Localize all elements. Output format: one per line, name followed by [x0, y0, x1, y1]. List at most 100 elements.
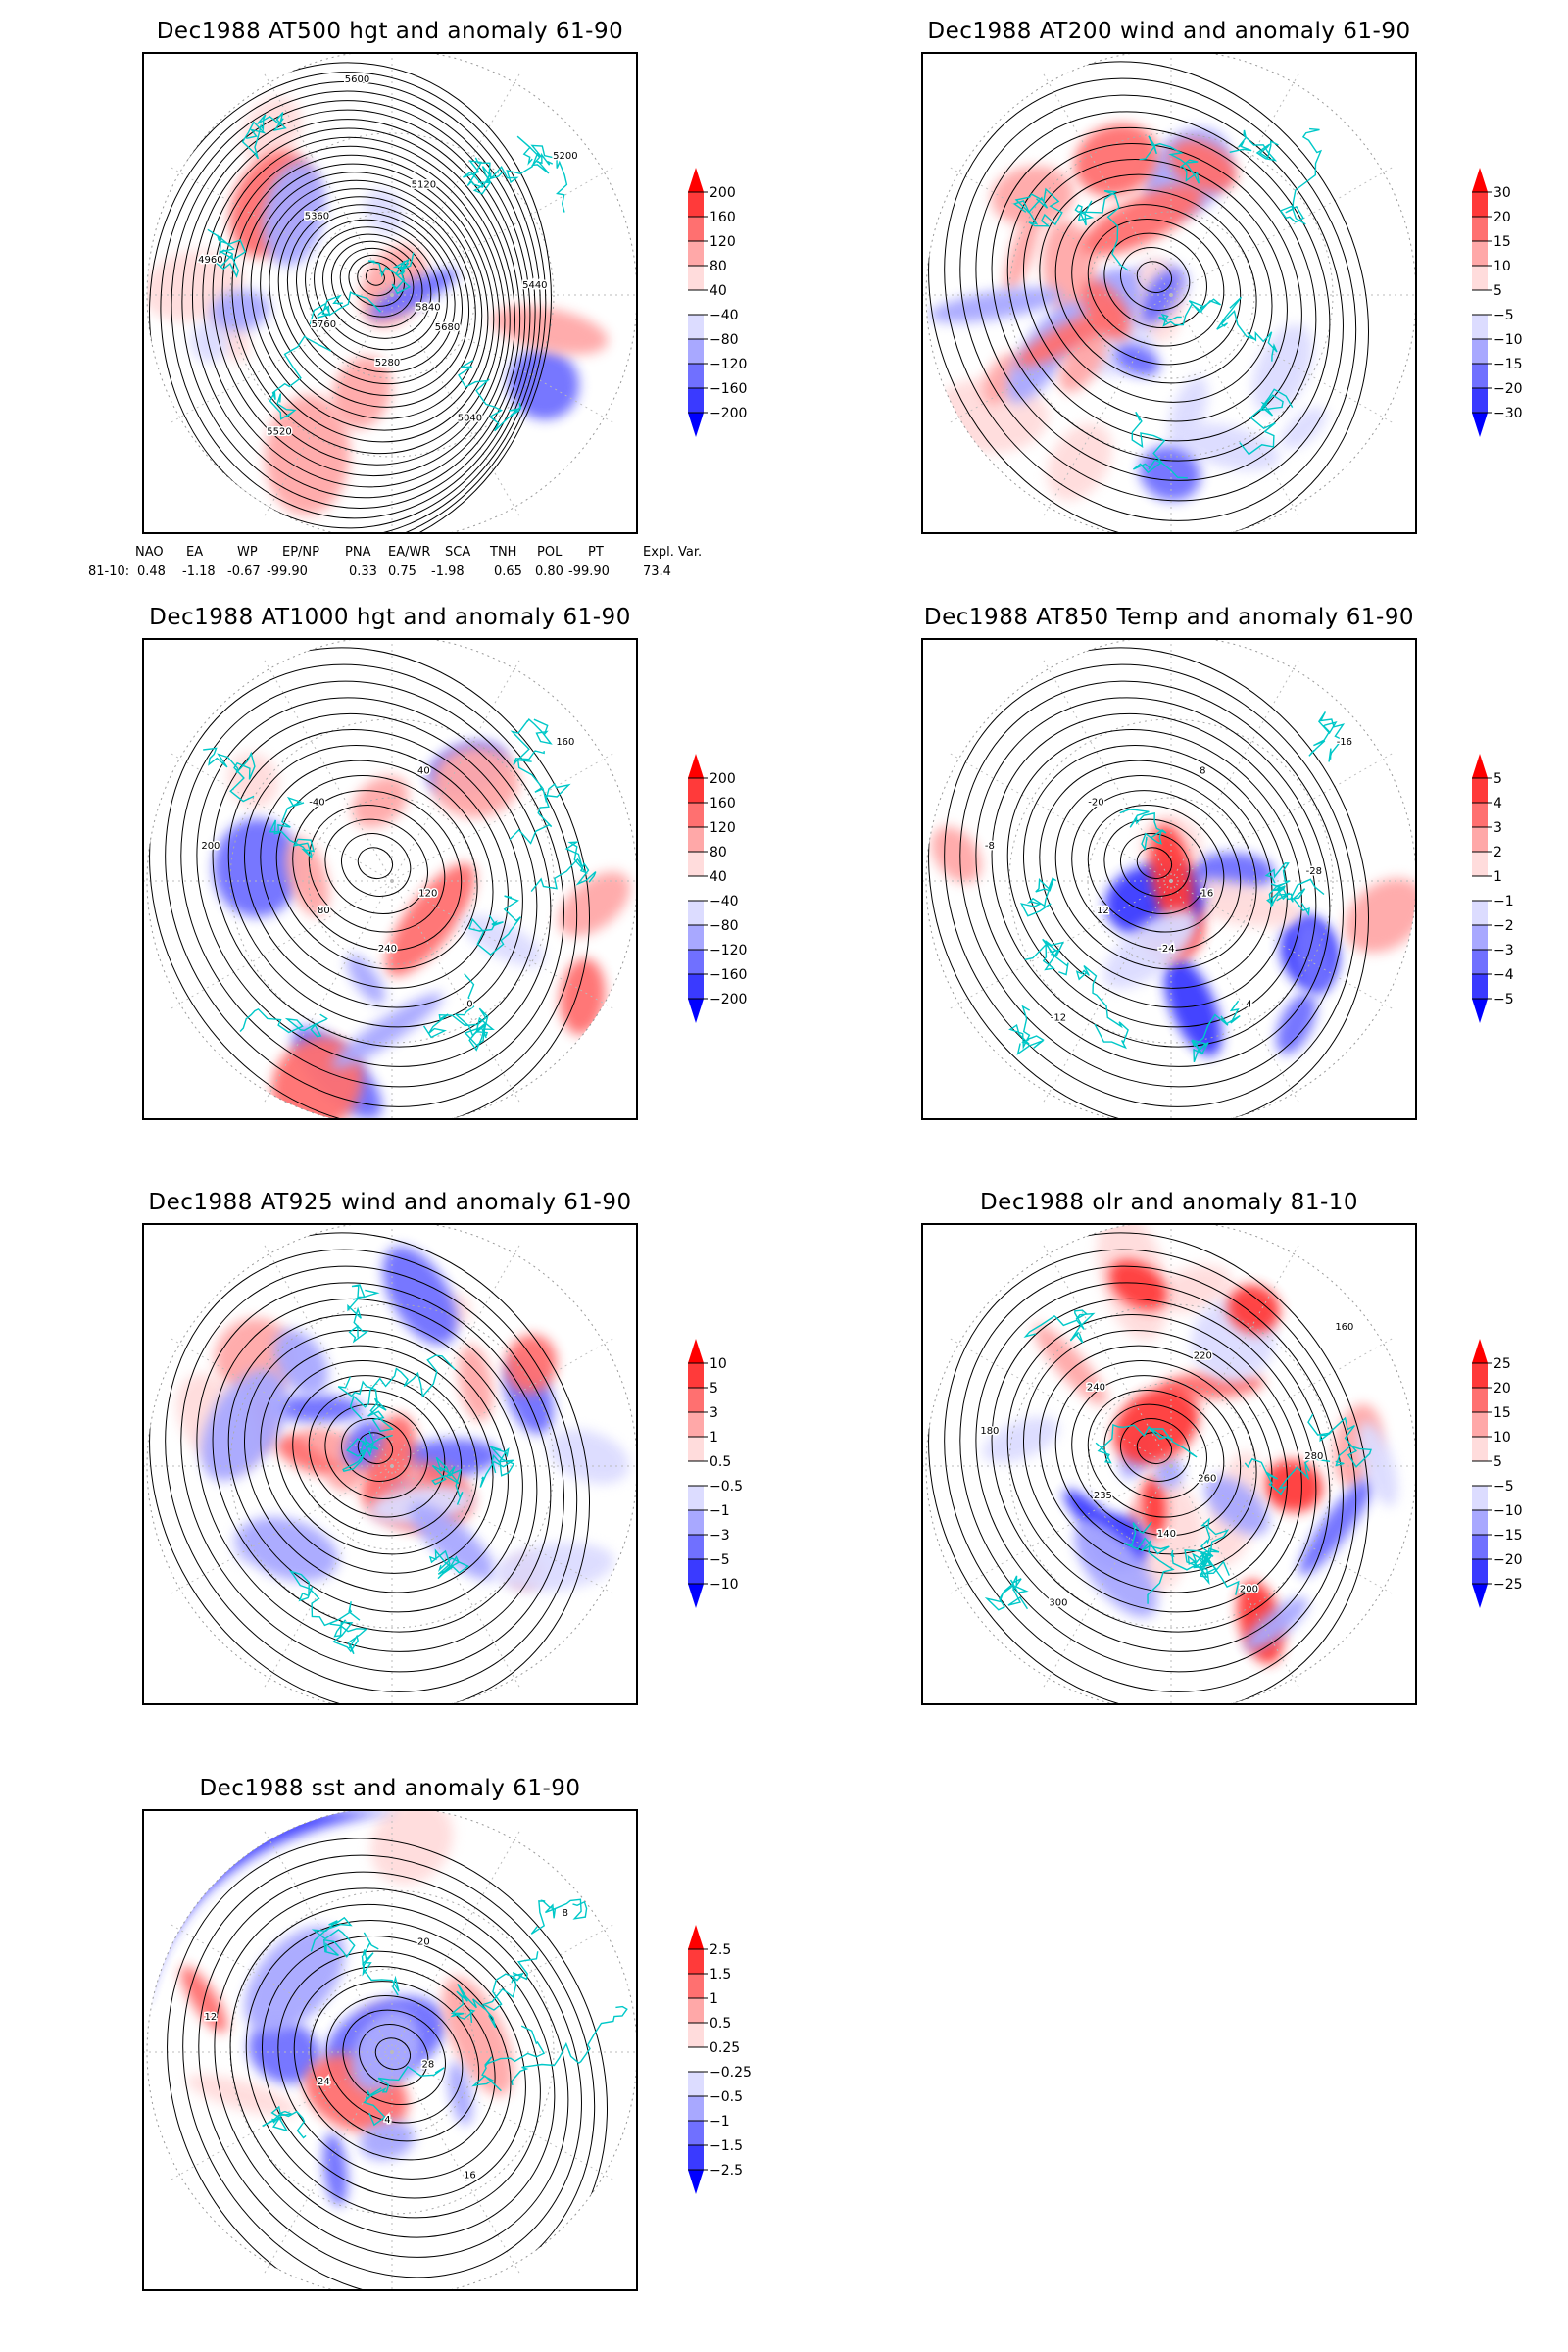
- chart-title: Dec1988 olr and anomaly 81-10: [979, 1190, 1359, 1215]
- contour-label: 16: [464, 2170, 476, 2180]
- coastline: [1216, 296, 1278, 362]
- colorbar-label: 0.5: [710, 1454, 731, 1470]
- contour-line: [944, 1249, 1357, 1692]
- meridian-line: [171, 167, 393, 296]
- contour-label: 5600: [345, 74, 369, 85]
- colorbar-segment: [688, 803, 704, 827]
- coastline: [241, 112, 287, 160]
- contour-label: 80: [318, 906, 330, 916]
- meridian-line: [264, 660, 393, 882]
- anomaly-blob: [1081, 184, 1203, 256]
- coastline: [468, 895, 521, 956]
- colorbar-label: 80: [710, 259, 727, 274]
- anomaly-blob: [382, 1247, 458, 1346]
- colorbar-label: −2.5: [710, 2163, 743, 2179]
- contour-label: 12: [1097, 906, 1109, 916]
- colorbar-arrow-up: [688, 1925, 704, 1949]
- colorbar-label: 20: [1494, 1381, 1511, 1396]
- anomaly-blob: [328, 1466, 363, 1492]
- contour-line: [212, 712, 538, 1048]
- colorbar-label: −80: [710, 332, 739, 348]
- index-header: EA: [186, 545, 204, 560]
- coastline: [458, 359, 521, 432]
- chart-title: Dec1988 AT850 Temp and anomaly 61-90: [923, 605, 1415, 630]
- contour-line: [192, 119, 521, 499]
- anomaly-blob: [410, 1502, 496, 1580]
- colorbar-label: −1.5: [710, 2138, 743, 2154]
- coastline: [349, 1354, 456, 1420]
- contour-label: 300: [1049, 1597, 1067, 1608]
- latitude-circle: [229, 718, 555, 1044]
- coastline: [310, 1916, 356, 1959]
- colorbar-label: −5: [1494, 992, 1514, 1007]
- contour-label: 5440: [522, 280, 547, 291]
- contour-label: 240: [378, 944, 397, 955]
- contour-label: 5360: [305, 211, 329, 221]
- anomaly-blob: [1345, 878, 1415, 954]
- coastline: [1075, 965, 1129, 1050]
- coastline: [262, 2105, 307, 2139]
- colorbar-segment: [688, 1437, 704, 1461]
- contour-line: [1120, 1418, 1191, 1482]
- colorbar-segment: [688, 852, 704, 876]
- anomaly-blob: [1150, 824, 1195, 930]
- contour-line: [180, 680, 564, 1088]
- colorbar-svg: 30 20 15 10 5 −5 −10 −15 −20 −30: [1472, 168, 1523, 437]
- contour-line: [1136, 261, 1173, 294]
- coastline: [510, 718, 553, 766]
- coastline: [463, 157, 492, 195]
- contour-line: [269, 188, 476, 408]
- contour-line: [245, 1920, 541, 2219]
- contour-label: 5680: [435, 322, 460, 333]
- colorbar-label: −80: [710, 918, 739, 934]
- colorbar-label: −10: [1494, 1503, 1523, 1519]
- anomaly-field: [982, 1225, 1398, 1664]
- colorbar-label: −40: [710, 308, 739, 323]
- anomaly-field: [176, 1247, 630, 1592]
- contour-line: [308, 1389, 446, 1518]
- latitude-circle: [229, 1303, 555, 1629]
- colorbar-label: 4: [1494, 796, 1502, 811]
- colorbar-segment: [688, 901, 704, 925]
- coastline: [479, 1445, 515, 1488]
- anomaly-blob: [244, 1926, 346, 2034]
- map-panel: [142, 1223, 638, 1705]
- anomaly-blob: [1108, 1259, 1168, 1311]
- colorbar-arrow-down: [688, 413, 704, 437]
- colorbar-label: 10: [710, 1356, 727, 1372]
- colorbar-segment: [688, 1535, 704, 1559]
- anomaly-blob: [1204, 1476, 1270, 1535]
- colorbar-arrow-down: [1472, 413, 1488, 437]
- anomaly-blob: [1033, 1324, 1107, 1406]
- coastlines: [1008, 711, 1346, 1063]
- meridian-line: [1170, 1465, 1299, 1688]
- colorbar-svg: 25 20 15 10 5 −5 −10 −15 −20 −25: [1472, 1339, 1523, 1608]
- contour-line: [310, 1981, 480, 2142]
- colorbar-label: 15: [1494, 1405, 1511, 1421]
- coastline: [1095, 1424, 1198, 1464]
- anomaly-blob: [1074, 123, 1158, 197]
- anomaly-blob: [508, 348, 579, 420]
- colorbar-label: 30: [1494, 185, 1511, 201]
- index-header: PNA: [345, 545, 371, 560]
- colorbar-segment: [688, 1363, 704, 1388]
- contour-line: [260, 1345, 494, 1574]
- contour-line: [341, 833, 412, 897]
- contour-line: [196, 1282, 552, 1652]
- contour-line: [342, 2009, 446, 2106]
- polar-map: 260 235 220 200 180 160 140 240 280 300: [923, 1225, 1415, 1703]
- anomaly-blob: [1168, 375, 1208, 447]
- colorbar-label: −1: [1494, 894, 1514, 909]
- colorbar-segment: [688, 876, 704, 901]
- index-value: 0.80: [535, 564, 564, 579]
- coastline: [471, 2025, 546, 2092]
- contour-label: 235: [1094, 1491, 1112, 1501]
- colorbar-segment: [688, 2047, 704, 2072]
- index-value: 0.33: [349, 564, 377, 579]
- contour-line: [1039, 1345, 1273, 1574]
- coastline: [269, 335, 332, 420]
- colorbar-label: 0.5: [710, 2016, 731, 2032]
- index-value: -99.90: [568, 564, 610, 579]
- contour-line: [975, 697, 1331, 1067]
- meridian-line: [391, 880, 520, 1102]
